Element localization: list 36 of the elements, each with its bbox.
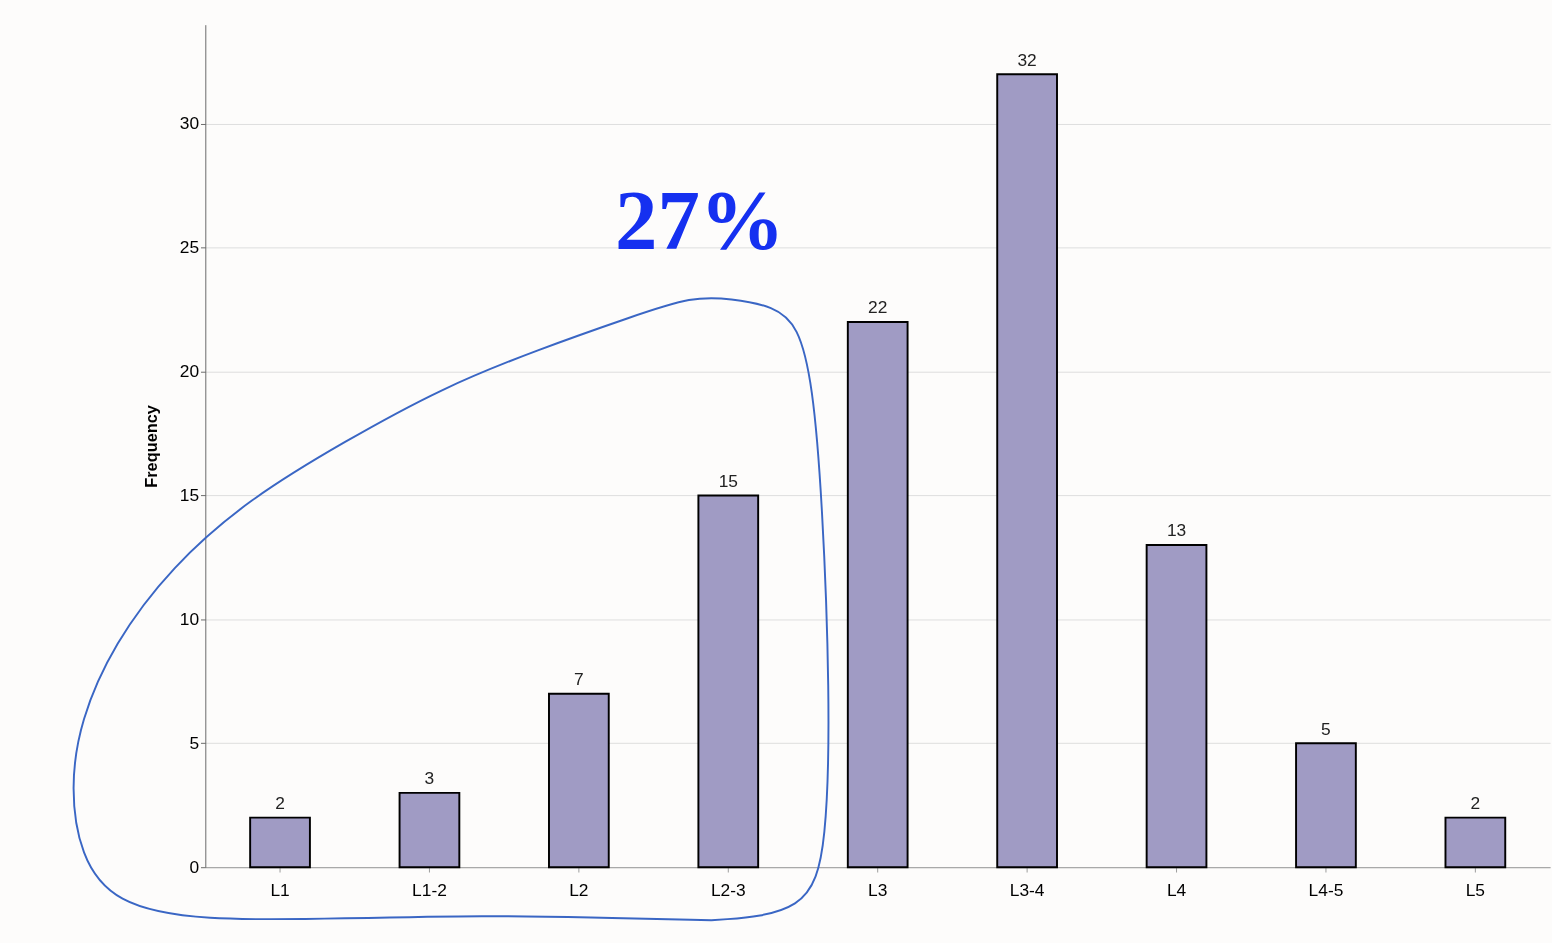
bar — [697, 494, 760, 869]
x-tick-label: L3-4 — [1009, 879, 1045, 900]
y-tick-label: 25 — [179, 237, 200, 258]
data-label: 15 — [718, 470, 738, 491]
bar — [846, 321, 909, 869]
y-tick-label: 20 — [179, 360, 200, 381]
x-tick-label: L3 — [868, 879, 888, 900]
x-tick-label: L2-3 — [710, 879, 746, 900]
y-tick-label: 10 — [179, 608, 200, 629]
x-tick-label: L1-2 — [412, 879, 447, 900]
annotation: 27% — [615, 173, 785, 268]
bar — [398, 791, 461, 869]
x-tick-label: L5 — [1465, 879, 1486, 900]
bar — [1295, 742, 1357, 869]
y-tick-label: 15 — [179, 484, 200, 505]
data-label: 2 — [1470, 792, 1481, 813]
bar — [249, 816, 311, 869]
bar — [548, 692, 610, 869]
x-tick-label: L4 — [1166, 879, 1187, 900]
x-tick-label: L2 — [569, 879, 589, 900]
bar — [1444, 816, 1507, 869]
y-tick-label: 0 — [189, 856, 200, 877]
data-label: 3 — [424, 768, 435, 789]
data-label: 7 — [574, 669, 584, 690]
data-label: 13 — [1166, 520, 1187, 541]
x-tick-label: L1 — [270, 879, 290, 900]
bar — [1145, 544, 1208, 869]
data-label: 5 — [1321, 718, 1331, 739]
y-tick-label: 5 — [189, 732, 200, 753]
data-label: 2 — [275, 792, 285, 813]
x-tick-label: L4-5 — [1308, 879, 1344, 900]
data-label: 32 — [1017, 49, 1037, 70]
y-tick-label: 30 — [179, 113, 200, 134]
y-axis-title: Frequency — [141, 404, 160, 488]
data-label: 22 — [868, 297, 888, 318]
bar — [996, 73, 1058, 869]
